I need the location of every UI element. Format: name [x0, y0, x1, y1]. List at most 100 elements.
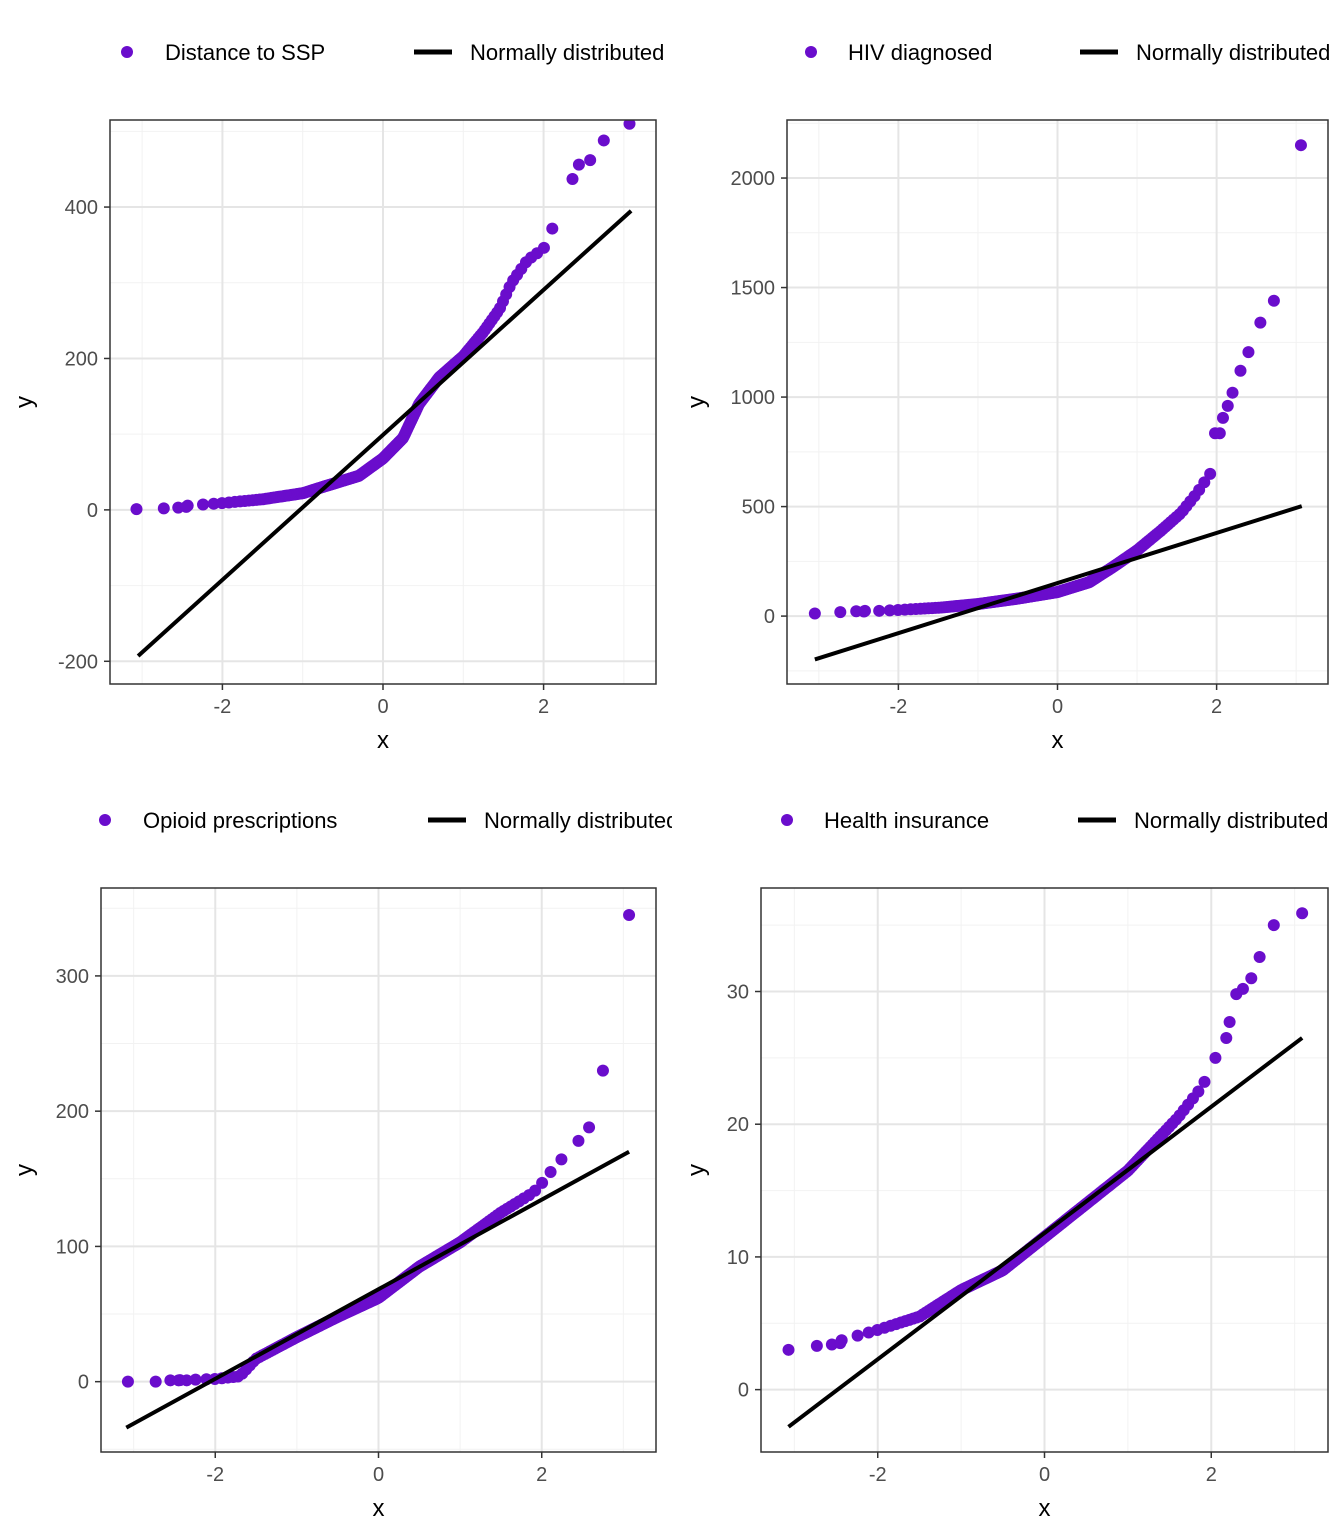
data-point — [1198, 476, 1211, 489]
plot-data — [130, 120, 636, 658]
y-tick-label: 0 — [764, 606, 775, 628]
data-point — [1294, 139, 1307, 152]
data-point — [1236, 982, 1249, 995]
legend-line-label: Normally distributed — [484, 808, 672, 833]
y-tick-label: 500 — [742, 497, 775, 519]
data-point — [810, 1339, 823, 1352]
y-tick-label: 1500 — [731, 278, 776, 300]
x-tick-label: -2 — [889, 696, 907, 718]
legend-points-key — [805, 46, 817, 58]
data-point — [1226, 386, 1239, 399]
data-point — [1267, 919, 1280, 932]
x-axis-title: x — [1052, 727, 1064, 754]
y-tick-label: 300 — [56, 966, 89, 988]
chart-opioid-prescriptions: Opioid prescriptions Normally distributed… — [11, 808, 672, 1522]
data-point — [873, 604, 886, 617]
data-point — [189, 1373, 202, 1386]
data-point — [1254, 316, 1267, 329]
x-tick-label: 2 — [1211, 696, 1222, 718]
y-tick-label: 200 — [65, 348, 98, 370]
data-point — [583, 1121, 596, 1134]
x-tick-label: 2 — [1206, 1464, 1217, 1486]
data-point — [544, 1165, 557, 1178]
y-tick-label: 1000 — [731, 387, 776, 409]
y-tick-label: 400 — [65, 197, 98, 219]
x-tick-label: -2 — [214, 696, 232, 718]
x-tick-label: 0 — [377, 696, 388, 718]
x-tick-label: 0 — [1039, 1464, 1050, 1486]
y-tick-label: 2000 — [731, 168, 776, 190]
y-axis-title: y — [683, 1164, 710, 1176]
legend-points-key — [781, 814, 793, 826]
legend-points-label: Health insurance — [824, 808, 989, 833]
data-point — [858, 604, 871, 617]
chart-health-insurance: Health insurance Normally distributed -2 0 2… — [683, 808, 1329, 1522]
panel-hiv-diagnosed: HIV diagnosed Normally distributed -2 0 2 0 50… — [672, 0, 1344, 768]
y-tick-label: 200 — [56, 1101, 89, 1123]
x-tick-label: 0 — [373, 1464, 384, 1486]
data-point — [157, 502, 170, 515]
data-point — [180, 1374, 193, 1387]
y-axis-title: y — [683, 396, 710, 408]
data-point — [546, 222, 559, 235]
x-tick-label: 0 — [1052, 696, 1063, 718]
y-tick-label: 100 — [56, 1236, 89, 1258]
chart-distance-to-ssp: Distance to SSP Normally distributed -2 0 2 -… — [11, 40, 664, 754]
data-point — [1220, 1031, 1233, 1044]
legend-line-label: Normally distributed — [1134, 808, 1328, 833]
data-point — [566, 173, 579, 186]
data-point — [834, 1337, 847, 1350]
data-point — [851, 1329, 864, 1342]
data-point — [121, 1375, 134, 1388]
normal-reference-line — [136, 209, 633, 658]
data-point — [782, 1343, 795, 1356]
y-tick-label: 30 — [727, 982, 749, 1004]
y-tick-label: -200 — [58, 651, 98, 673]
data-point — [623, 120, 636, 130]
x-tick-label: -2 — [206, 1464, 224, 1486]
data-point — [555, 1153, 568, 1166]
data-point — [808, 607, 821, 620]
normal-reference-line — [814, 504, 1303, 662]
legend-points-label: HIV diagnosed — [848, 40, 992, 65]
data-point — [537, 241, 550, 254]
panel-health-insurance: Health insurance Normally distributed -2 0 2… — [672, 768, 1344, 1536]
data-point — [1234, 364, 1247, 377]
panel-distance-to-ssp: Distance to SSP Normally distributed -2 0 2 -… — [0, 0, 672, 768]
plot-data — [782, 907, 1309, 1429]
data-point — [1213, 427, 1226, 440]
y-tick-label: 0 — [87, 500, 98, 522]
y-axis-title: y — [11, 1164, 38, 1176]
normal-reference-line — [125, 1149, 631, 1430]
x-axis-title: x — [1039, 1495, 1051, 1522]
data-point — [1267, 294, 1280, 307]
data-point — [834, 606, 847, 619]
data-point — [1209, 1051, 1222, 1064]
legend-points-label: Opioid prescriptions — [143, 808, 337, 833]
legend-points-key — [121, 46, 133, 58]
data-point — [1192, 1085, 1205, 1098]
legend-line-label: Normally distributed — [470, 40, 664, 65]
normal-reference-line — [787, 1036, 1304, 1429]
x-tick-label: -2 — [869, 1464, 887, 1486]
x-tick-label: 2 — [536, 1464, 547, 1486]
data-point — [130, 503, 143, 516]
data-point — [623, 909, 636, 922]
data-point — [1253, 951, 1266, 964]
plot-data — [121, 909, 636, 1430]
data-point — [572, 158, 585, 171]
x-axis-title: x — [373, 1495, 385, 1522]
y-tick-label: 0 — [738, 1380, 749, 1402]
legend-points-key — [99, 814, 111, 826]
data-point — [1221, 399, 1234, 412]
legend-line-label: Normally distributed — [1136, 40, 1330, 65]
data-point — [536, 1176, 549, 1189]
plot-data — [808, 139, 1307, 662]
data-point — [149, 1375, 162, 1388]
data-point — [197, 498, 210, 511]
data-point — [1223, 1016, 1236, 1029]
data-point — [529, 1184, 542, 1197]
data-point — [597, 134, 610, 147]
data-point — [1296, 907, 1309, 920]
